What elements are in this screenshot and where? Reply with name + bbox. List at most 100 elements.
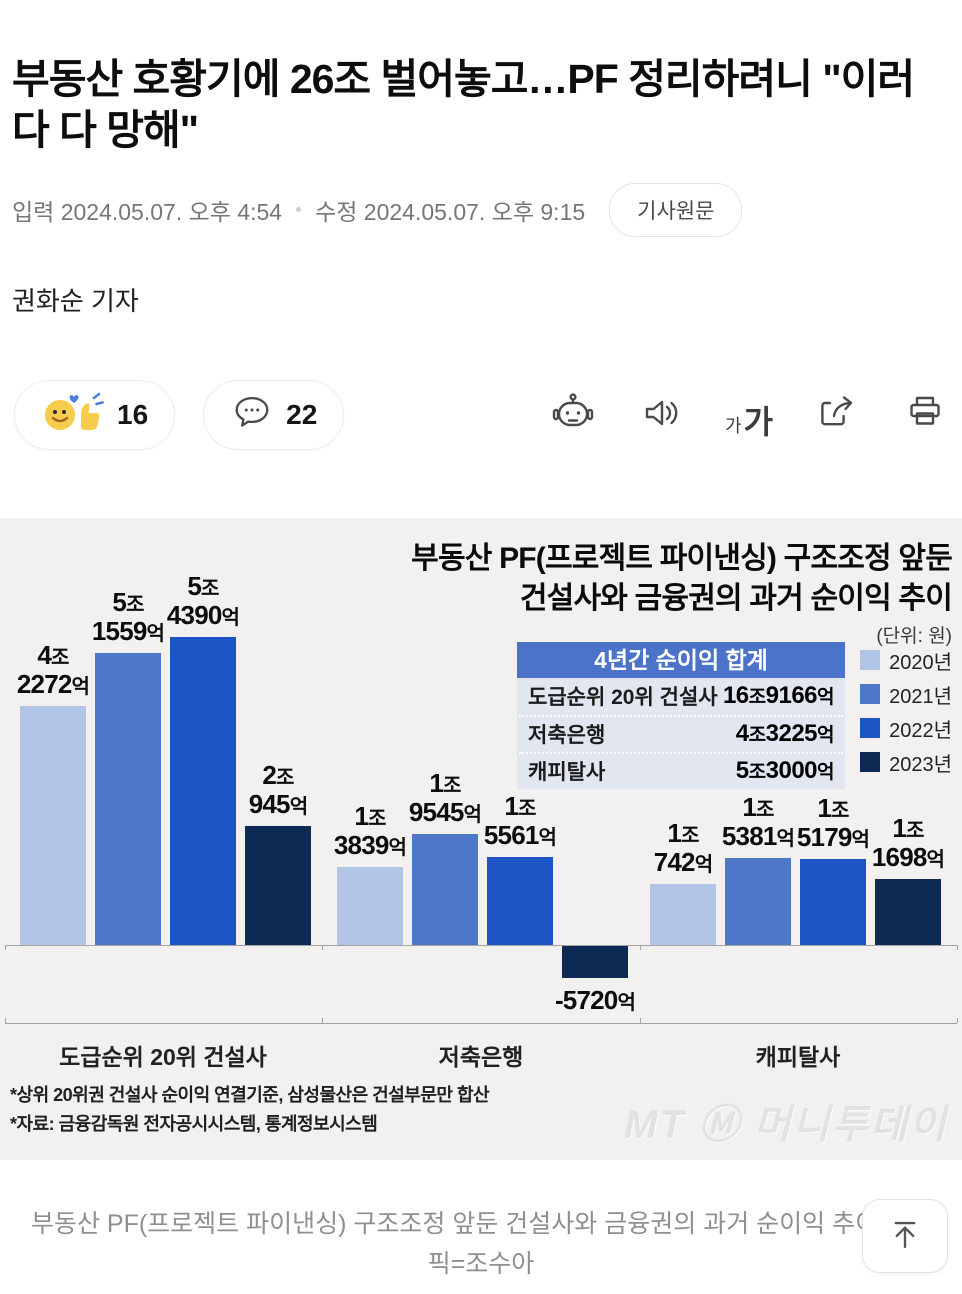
zero-axis-line bbox=[5, 944, 957, 946]
legend-swatch bbox=[860, 650, 881, 671]
legend-swatch bbox=[860, 752, 881, 773]
summary-row-value: 4조3225억 bbox=[735, 720, 835, 748]
infographic-chart: 부동산 PF(프로젝트 파이낸싱) 구조조정 앞둔 건설사와 금융권의 과거 순… bbox=[0, 517, 962, 1160]
article-meta: 입력 2024.05.07. 오후 4:54 수정 2024.05.07. 오후… bbox=[12, 182, 950, 237]
bar-2021년-도급순위 20위 건설사 bbox=[95, 652, 161, 945]
article-title: 부동산 호황기에 26조 벌어놓고…PF 정리하려니 "이러다 다 망해" bbox=[12, 56, 915, 153]
summary-row-label: 저축은행 bbox=[528, 724, 606, 748]
modified-time: 수정 2024.05.07. 오후 9:15 bbox=[315, 198, 586, 225]
summary-table-header: 4년간 순이익 합계 bbox=[517, 641, 845, 678]
share-icon bbox=[814, 390, 860, 439]
category-label: 저축은행 bbox=[438, 1043, 524, 1070]
legend-item: 2021년 bbox=[860, 680, 952, 709]
ai-summary-button[interactable] bbox=[550, 392, 596, 438]
bar-value-label: 4조 2272억 bbox=[16, 639, 90, 699]
bar-value-label: 1조 5381억 bbox=[721, 791, 795, 851]
bar-2021년-캐피탈사 bbox=[725, 857, 791, 945]
chart-title: 부동산 PF(프로젝트 파이낸싱) 구조조정 앞둔 건설사와 금융권의 과거 순… bbox=[411, 541, 953, 615]
robot-icon bbox=[550, 390, 596, 439]
legend-label: 2023년 bbox=[889, 753, 952, 776]
axis-tick bbox=[640, 1017, 641, 1023]
meta-separator-dot bbox=[296, 207, 302, 213]
bar-2021년-저축은행 bbox=[412, 833, 478, 945]
footnote-line: *자료: 금융감독원 전자공시시스템, 통계정보시스템 bbox=[10, 1114, 378, 1135]
legend-label: 2022년 bbox=[889, 719, 952, 742]
font-size-large-glyph: 가 bbox=[743, 403, 774, 440]
legend-item: 2020년 bbox=[860, 646, 952, 675]
reaction-emoji-icon bbox=[41, 388, 105, 441]
bar-value-label: 2조 945억 bbox=[248, 759, 308, 819]
toolbar-left: 16 22 bbox=[14, 379, 345, 450]
axis-tick bbox=[957, 944, 958, 950]
comment-count: 22 bbox=[286, 398, 318, 430]
bar-value-label: 1조 1698억 bbox=[871, 812, 945, 872]
legend-label: 2021년 bbox=[889, 685, 952, 708]
bar-2020년-저축은행 bbox=[337, 866, 403, 945]
bar-2022년-캐피탈사 bbox=[800, 858, 866, 945]
bar-2023년-도급순위 20위 건설사 bbox=[245, 825, 311, 945]
chart-footnotes: *상위 20위권 건설사 순이익 연결기준, 삼성물산은 건설부문만 합산 *자료… bbox=[10, 1081, 490, 1140]
listen-button[interactable] bbox=[638, 392, 684, 438]
font-size-small-glyph: 가 bbox=[725, 415, 742, 436]
bar-value-label: 1조 5561억 bbox=[483, 790, 557, 850]
chart-unit-label: (단위: 원) bbox=[876, 625, 952, 647]
reaction-button[interactable]: 16 bbox=[14, 379, 176, 450]
original-article-button[interactable]: 기사원문 bbox=[609, 182, 743, 237]
bar-2022년-저축은행 bbox=[487, 856, 553, 945]
share-button[interactable] bbox=[814, 392, 860, 438]
category-label: 캐피탈사 bbox=[755, 1043, 841, 1070]
reaction-count: 16 bbox=[117, 398, 149, 430]
arrow-up-to-top-icon bbox=[883, 1213, 927, 1260]
legend-item: 2023년 bbox=[860, 748, 952, 777]
bar-value-label: -5720억 bbox=[554, 984, 636, 1015]
bar-value-label: 1조 742억 bbox=[653, 817, 713, 877]
published-time: 입력 2024.05.07. 오후 4:54 bbox=[12, 198, 283, 225]
print-button[interactable] bbox=[902, 392, 948, 438]
category-axis-line bbox=[5, 1022, 957, 1024]
axis-tick bbox=[957, 1017, 958, 1023]
article-toolbar: 16 22 bbox=[0, 379, 962, 450]
comment-button[interactable]: 22 bbox=[203, 379, 345, 450]
article-header: 부동산 호황기에 26조 벌어놓고…PF 정리하려니 "이러다 다 망해" 입력… bbox=[0, 0, 962, 318]
bar-value-label: 5조 1559억 bbox=[91, 586, 165, 646]
footnote-line: *상위 20위권 건설사 순이익 연결기준, 삼성물산은 건설부문만 합산 bbox=[10, 1084, 490, 1105]
bar-2023년-저축은행 bbox=[562, 945, 628, 978]
speaker-icon bbox=[638, 390, 684, 439]
image-caption: 부동산 PF(프로젝트 파이낸싱) 구조조정 앞둔 건설사와 금융권의 과거 순… bbox=[30, 1209, 932, 1279]
print-icon bbox=[902, 390, 948, 439]
publisher-watermark: MT Ⓜ 머니투데이 bbox=[624, 1102, 948, 1147]
summary-row-value: 16조9166억 bbox=[722, 682, 835, 710]
bar-2023년-캐피탈사 bbox=[875, 878, 941, 945]
bar-value-label: 1조 3839억 bbox=[333, 800, 407, 860]
category-label: 도급순위 20위 건설사 bbox=[59, 1043, 267, 1070]
comment-bubble-icon bbox=[230, 389, 274, 440]
bar-value-label: 1조 9545억 bbox=[408, 767, 482, 827]
legend-swatch bbox=[860, 684, 881, 705]
reporter-name[interactable]: 권화순 기자 bbox=[12, 285, 139, 316]
summary-table-row: 도급순위 20위 건설사 16조9166억 bbox=[519, 678, 843, 715]
axis-tick bbox=[5, 944, 6, 950]
legend-item: 2022년 bbox=[860, 714, 952, 743]
axis-tick bbox=[322, 1017, 323, 1023]
toolbar-right: 가 가 bbox=[550, 392, 948, 438]
axis-tick bbox=[640, 944, 641, 950]
summary-row-value: 5조3000억 bbox=[735, 757, 835, 785]
summary-table-row: 캐피탈사 5조3000억 bbox=[519, 751, 843, 789]
scroll-to-top-button[interactable] bbox=[862, 1199, 948, 1273]
summary-row-label: 캐피탈사 bbox=[528, 761, 606, 785]
bar-value-label: 1조 5179억 bbox=[796, 792, 870, 852]
bar-2022년-도급순위 20위 건설사 bbox=[170, 636, 236, 945]
chart-legend: 2020년 2021년 2022년 2023년 bbox=[860, 646, 952, 777]
bar-value-label: 5조 4390억 bbox=[166, 570, 240, 630]
legend-swatch bbox=[860, 718, 881, 739]
summary-table-row: 저축은행 4조3225억 bbox=[519, 714, 843, 752]
axis-tick bbox=[5, 1017, 6, 1023]
bar-2020년-캐피탈사 bbox=[650, 883, 716, 945]
summary-row-label: 도급순위 20위 건설사 bbox=[528, 686, 718, 710]
axis-tick bbox=[322, 944, 323, 950]
bar-2020년-도급순위 20위 건설사 bbox=[20, 705, 86, 945]
legend-label: 2020년 bbox=[889, 651, 952, 674]
font-size-button[interactable]: 가 가 bbox=[725, 392, 774, 440]
